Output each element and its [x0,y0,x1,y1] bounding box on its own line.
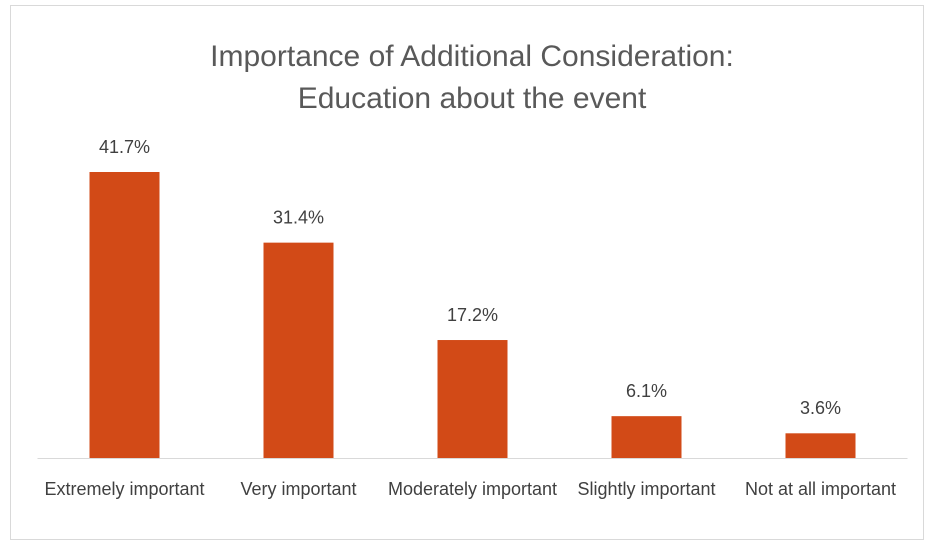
chart-title: Importance of Additional Consideration: [210,40,734,73]
data-label: 41.7% [99,137,150,157]
x-tick-label: Extremely important [44,479,205,499]
bar [437,340,508,458]
data-label: 31.4% [273,207,324,227]
data-label: 6.1% [626,381,667,401]
bar [785,433,856,458]
bar [611,416,682,458]
x-tick-label: Very important [240,479,357,499]
x-tick-label: Slightly important [577,479,716,499]
bar [89,172,160,458]
bar [263,242,334,458]
data-label: 17.2% [447,305,498,325]
chart-title: Education about the event [298,82,647,115]
x-tick-label: Not at all important [744,479,897,499]
data-label: 3.6% [800,398,841,418]
x-tick-label: Moderately important [387,479,558,499]
